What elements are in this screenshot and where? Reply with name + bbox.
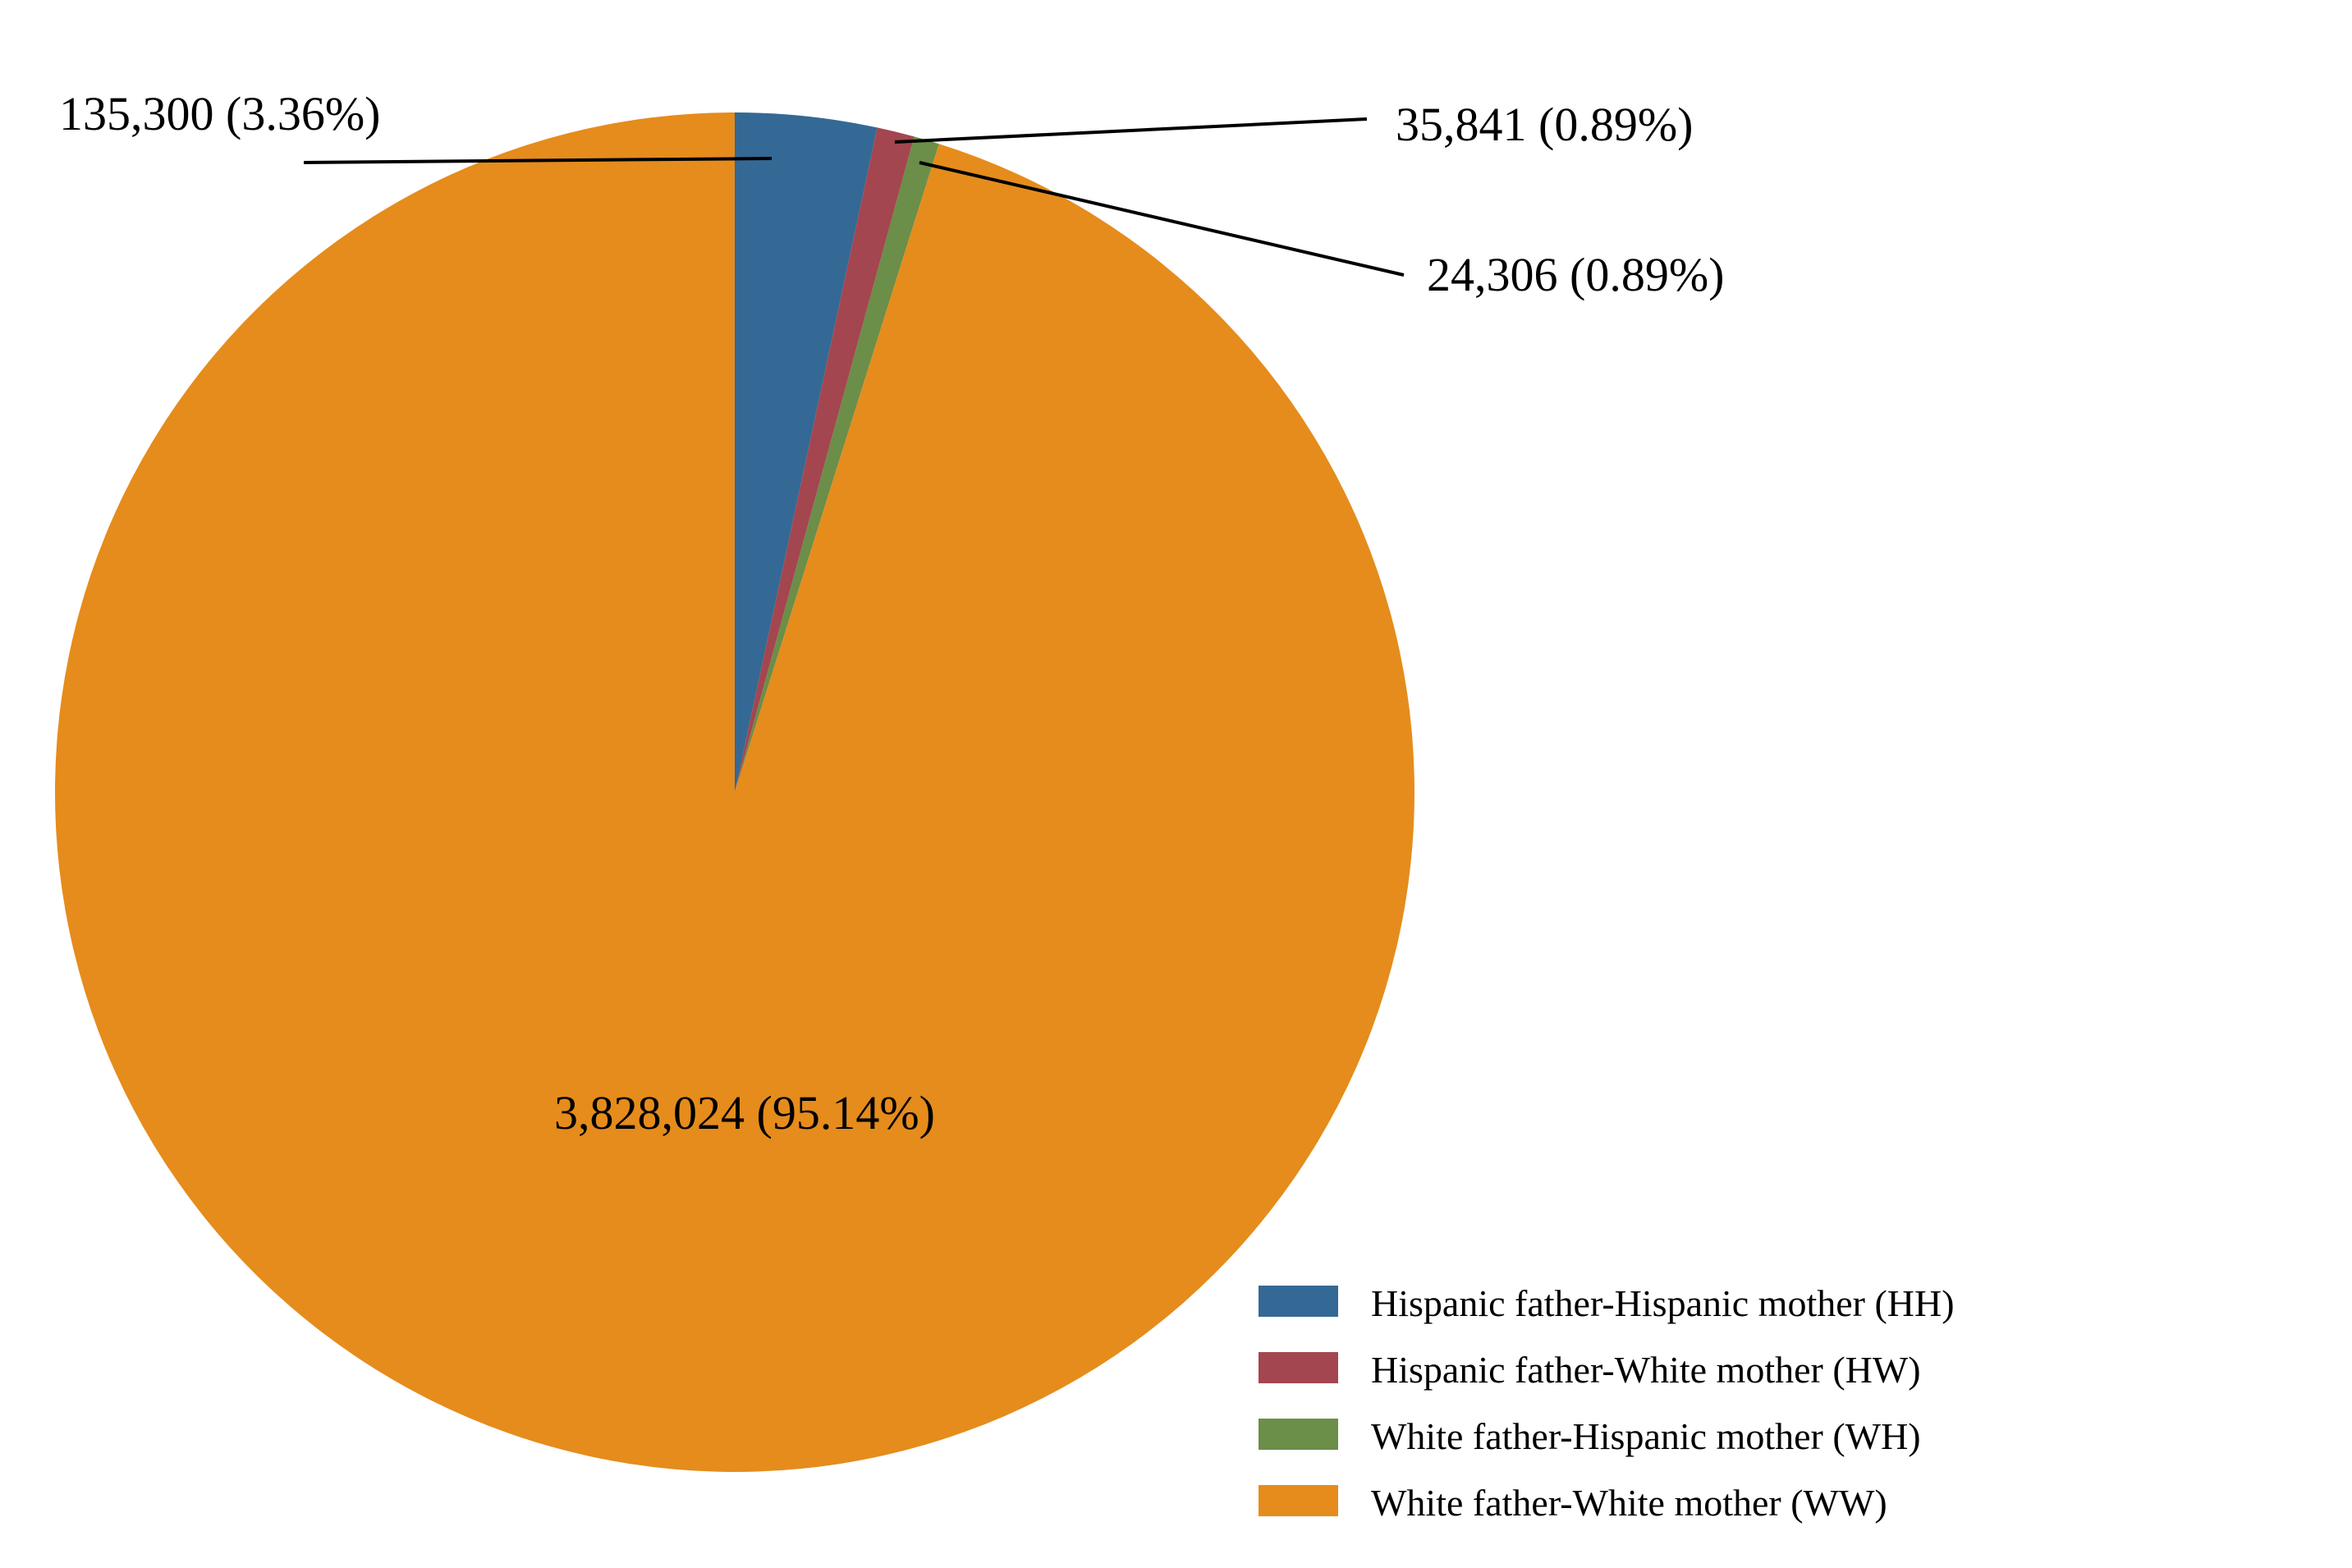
- pie-slice-hh: [735, 112, 878, 792]
- leader-line-hh: [303, 157, 773, 164]
- legend: Hispanic father-Hispanic mother (HH) His…: [1259, 1282, 1955, 1524]
- pie-slices: [54, 112, 1414, 1472]
- pie-slice-hw: [735, 127, 915, 792]
- legend-item: White father-Hispanic mother (WH): [1259, 1415, 1921, 1457]
- data-label-ww: 3,828,024 (95.14%): [554, 1086, 935, 1139]
- legend-label-hw: Hispanic father-White mother (HW): [1371, 1349, 1921, 1391]
- leader-lines: [303, 117, 1405, 277]
- legend-label-hh: Hispanic father-Hispanic mother (HH): [1371, 1282, 1955, 1324]
- pie-slice-wh: [735, 136, 939, 792]
- leader-line-hw: [894, 117, 1368, 144]
- legend-item: Hispanic father-Hispanic mother (HH): [1259, 1282, 1955, 1324]
- pie-slice-ww: [54, 112, 1414, 1472]
- legend-label-wh: White father-Hispanic mother (WH): [1371, 1415, 1921, 1457]
- data-label-hh: 135,300 (3.36%): [59, 87, 380, 140]
- legend-swatch-wh: [1259, 1419, 1338, 1450]
- data-labels: 135,300 (3.36%) 35,841 (0.89%) 24,306 (0…: [59, 87, 1724, 1139]
- legend-swatch-hw: [1259, 1352, 1338, 1383]
- data-label-wh: 24,306 (0.89%): [1427, 248, 1724, 301]
- legend-swatch-hh: [1259, 1286, 1338, 1317]
- legend-item: White father-White mother (WW): [1259, 1482, 1887, 1524]
- legend-item: Hispanic father-White mother (HW): [1259, 1349, 1921, 1391]
- data-label-hw: 35,841 (0.89%): [1396, 98, 1693, 151]
- legend-swatch-ww: [1259, 1485, 1338, 1516]
- legend-label-ww: White father-White mother (WW): [1371, 1482, 1887, 1524]
- leader-line-wh: [919, 161, 1405, 277]
